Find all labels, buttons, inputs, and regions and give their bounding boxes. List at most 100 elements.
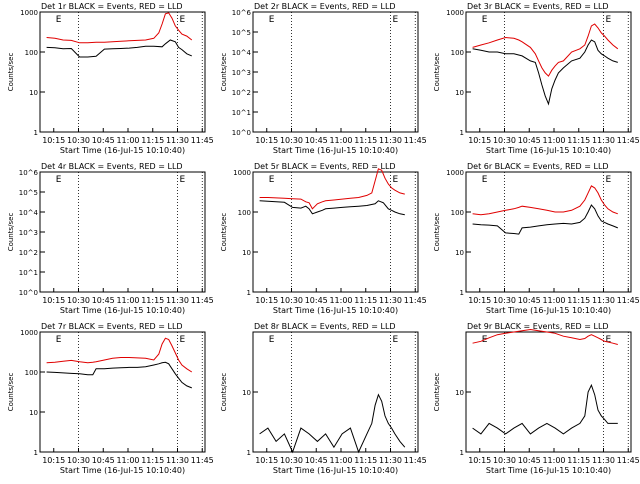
x-tick-label: 10:45 (518, 456, 541, 465)
x-tick-label: 11:00 (329, 456, 352, 465)
x-tick-label: 11:45 (617, 136, 640, 145)
x-tick-label: 11:00 (542, 296, 565, 305)
plot-frame (465, 11, 632, 133)
y-tick-label: 10 (29, 409, 38, 417)
x-tick-label: 10:30 (493, 456, 516, 465)
y-tick-label: 10^6 (232, 9, 252, 17)
y-tick-label: 100 (25, 49, 38, 57)
series-lld-line (472, 23, 619, 77)
x-tick-label: 11:15 (354, 456, 377, 465)
series-lld-line (259, 168, 405, 210)
y-tick-label: 1000 (446, 169, 464, 177)
y-tick-label: 1 (247, 449, 251, 457)
x-axis-label: Start Time (16-Jul-15 10:10:40) (486, 146, 611, 155)
x-tick-label: 11:45 (191, 456, 214, 465)
marker-label: E (482, 175, 488, 185)
x-tick-label: 11:30 (166, 456, 189, 465)
x-tick-label: 11:00 (116, 296, 139, 305)
y-tick-label: 1 (460, 289, 464, 297)
x-tick-label: 11:00 (116, 136, 139, 145)
chart-title: Det 2r BLACK = Events, RED = LLD (254, 2, 396, 11)
y-tick-label: 10^3 (19, 229, 38, 237)
y-tick-label: 1000 (20, 329, 38, 337)
x-tick-label: 10:30 (493, 136, 516, 145)
y-tick-label: 10^1 (19, 269, 38, 277)
x-tick-label: 10:15 (42, 136, 65, 145)
x-tick-label: 10:15 (255, 136, 278, 145)
x-tick-label: 11:30 (379, 136, 402, 145)
y-tick-label: 100 (238, 209, 251, 217)
x-tick-label: 11:15 (354, 136, 377, 145)
series-lld-line (46, 12, 193, 44)
x-tick-label: 11:15 (141, 296, 164, 305)
y-tick-label: 100 (451, 49, 464, 57)
x-tick-label: 11:30 (166, 136, 189, 145)
x-tick-label: 11:45 (617, 296, 640, 305)
marker-label: E (180, 335, 186, 345)
x-tick-label: 11:45 (617, 456, 640, 465)
x-tick-label: 10:15 (255, 456, 278, 465)
x-tick-label: 10:45 (305, 456, 328, 465)
marker-label: E (269, 335, 275, 345)
y-tick-label: 1 (34, 449, 38, 457)
x-tick-label: 10:30 (280, 296, 303, 305)
chart-title: Det 1r BLACK = Events, RED = LLD (41, 2, 183, 11)
chart-title: Det 9r BLACK = Events, RED = LLD (467, 322, 609, 331)
x-tick-label: 10:45 (305, 296, 328, 305)
x-tick-label: 11:45 (191, 136, 214, 145)
marker-label: E (393, 15, 399, 25)
y-axis-label: Counts/sec (7, 213, 15, 252)
y-axis-label: Counts/sec (220, 373, 228, 412)
x-tick-label: 11:00 (542, 136, 565, 145)
y-tick-label: 10^2 (232, 89, 251, 97)
plot-frame (465, 171, 632, 293)
x-axis-label: Start Time (16-Jul-15 10:10:40) (60, 146, 185, 155)
chart-title: Det 3r BLACK = Events, RED = LLD (467, 2, 609, 11)
x-axis-label: Start Time (16-Jul-15 10:10:40) (273, 146, 398, 155)
y-tick-label: 10 (455, 389, 464, 397)
marker-label: E (606, 335, 612, 345)
y-axis-label: Counts/sec (7, 53, 15, 92)
plot-frame (39, 11, 206, 133)
y-tick-label: 10 (242, 389, 251, 397)
x-tick-label: 10:45 (92, 456, 115, 465)
y-tick-label: 100 (451, 209, 464, 217)
x-tick-label: 11:15 (354, 296, 377, 305)
series-events-line (472, 204, 618, 235)
x-tick-label: 11:15 (567, 456, 590, 465)
y-tick-label: 10^0 (19, 289, 38, 297)
x-tick-label: 10:30 (280, 456, 303, 465)
x-axis-label: Start Time (16-Jul-15 10:10:40) (273, 306, 398, 315)
marker-label: E (482, 15, 488, 25)
x-tick-label: 10:15 (255, 296, 278, 305)
x-tick-label: 11:30 (592, 296, 615, 305)
series-events-line (259, 393, 406, 454)
y-axis-label: Counts/sec (433, 53, 441, 92)
x-tick-label: 11:30 (379, 296, 402, 305)
y-tick-label: 10 (29, 89, 38, 97)
x-tick-label: 10:45 (92, 296, 115, 305)
marker-label: E (180, 15, 186, 25)
x-tick-label: 10:15 (42, 456, 65, 465)
y-tick-label: 10^3 (232, 69, 251, 77)
x-tick-label: 10:30 (67, 296, 90, 305)
series-lld-line (46, 337, 193, 373)
marker-label: E (606, 175, 612, 185)
y-axis-label: Counts/sec (433, 373, 441, 412)
x-tick-label: 10:15 (468, 296, 491, 305)
x-tick-label: 11:00 (329, 136, 352, 145)
plot-frame (39, 171, 206, 293)
plot-frame (252, 11, 419, 133)
y-tick-label: 10^4 (19, 209, 39, 217)
x-tick-label: 11:30 (592, 456, 615, 465)
x-tick-label: 11:15 (141, 136, 164, 145)
x-tick-label: 10:15 (42, 296, 65, 305)
series-lld-line (472, 328, 618, 345)
x-axis-label: Start Time (16-Jul-15 10:10:40) (273, 466, 398, 475)
